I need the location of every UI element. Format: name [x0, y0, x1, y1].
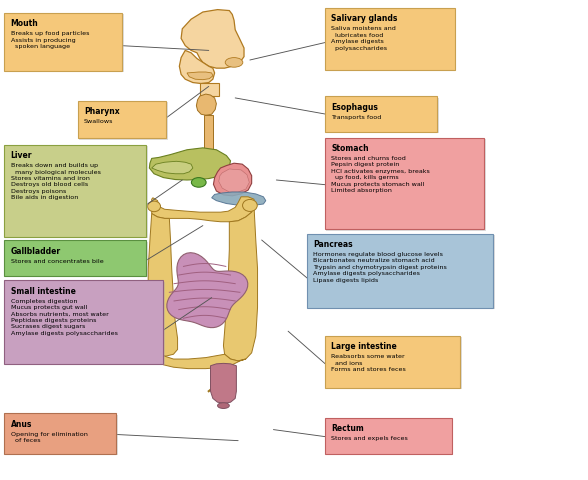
- FancyBboxPatch shape: [325, 8, 455, 70]
- FancyBboxPatch shape: [326, 139, 486, 231]
- FancyBboxPatch shape: [4, 145, 146, 237]
- Polygon shape: [181, 10, 244, 68]
- Text: Hormones regulate blood glucose levels
Bicarbonates neutralize stomach acid
Tryp: Hormones regulate blood glucose levels B…: [313, 252, 447, 283]
- FancyBboxPatch shape: [79, 102, 168, 140]
- Polygon shape: [154, 350, 246, 369]
- FancyBboxPatch shape: [6, 282, 165, 365]
- Text: Pancreas: Pancreas: [313, 240, 353, 249]
- Polygon shape: [149, 148, 230, 180]
- Ellipse shape: [225, 58, 243, 67]
- Text: Salivary glands: Salivary glands: [331, 14, 397, 24]
- FancyBboxPatch shape: [325, 96, 437, 132]
- Text: Gallbladder: Gallbladder: [11, 247, 61, 256]
- Polygon shape: [219, 169, 249, 192]
- FancyBboxPatch shape: [307, 234, 493, 308]
- Text: Swallows: Swallows: [84, 119, 113, 124]
- Text: Saliva moistens and
  lubricates food
Amylase digests
  polysaccharides: Saliva moistens and lubricates food Amyl…: [331, 26, 396, 50]
- FancyBboxPatch shape: [309, 235, 495, 309]
- Text: Breaks down and builds up
  many biological molecules
Stores vitamins and iron
D: Breaks down and builds up many biologica…: [11, 163, 101, 200]
- Text: Rectum: Rectum: [331, 424, 364, 433]
- Polygon shape: [204, 115, 213, 173]
- Text: Large intestine: Large intestine: [331, 342, 397, 351]
- FancyBboxPatch shape: [4, 13, 122, 71]
- Text: Small intestine: Small intestine: [11, 287, 75, 296]
- Polygon shape: [179, 50, 215, 84]
- Text: Esophagus: Esophagus: [331, 103, 378, 112]
- Ellipse shape: [148, 201, 161, 212]
- Text: Breaks up food particles
Assists in producing
  spoken language: Breaks up food particles Assists in prod…: [11, 31, 89, 49]
- Text: Stomach: Stomach: [331, 144, 369, 153]
- Text: Opening for elimination
  of feces: Opening for elimination of feces: [11, 432, 88, 443]
- Ellipse shape: [218, 403, 229, 408]
- Ellipse shape: [242, 200, 258, 211]
- Text: Reabsorbs some water
  and ions
Forms and stores feces: Reabsorbs some water and ions Forms and …: [331, 354, 406, 372]
- Text: Mouth: Mouth: [11, 19, 38, 28]
- FancyBboxPatch shape: [325, 138, 484, 229]
- FancyBboxPatch shape: [6, 146, 148, 238]
- Polygon shape: [152, 161, 193, 174]
- FancyBboxPatch shape: [326, 420, 453, 455]
- Polygon shape: [223, 206, 258, 361]
- FancyBboxPatch shape: [325, 336, 460, 388]
- Polygon shape: [196, 94, 216, 115]
- FancyBboxPatch shape: [326, 10, 456, 71]
- Text: Stores and concentrates bile: Stores and concentrates bile: [11, 259, 103, 264]
- Text: Anus: Anus: [11, 420, 32, 429]
- Polygon shape: [213, 163, 223, 178]
- Text: Stores and expels feces: Stores and expels feces: [331, 436, 408, 441]
- FancyBboxPatch shape: [326, 98, 439, 133]
- Text: Liver: Liver: [11, 151, 32, 160]
- Polygon shape: [152, 197, 254, 222]
- FancyBboxPatch shape: [326, 337, 462, 389]
- FancyBboxPatch shape: [78, 101, 166, 138]
- Text: Completes digestion
Mucus protects gut wall
Absorbs nutrients, most water
Peptid: Completes digestion Mucus protects gut w…: [11, 299, 118, 336]
- Text: Stores and churns food
Pepsin digest protein
HCl activates enzymes, breaks
  up : Stores and churns food Pepsin digest pro…: [331, 156, 430, 193]
- FancyBboxPatch shape: [4, 413, 116, 454]
- FancyBboxPatch shape: [6, 14, 124, 72]
- FancyBboxPatch shape: [4, 280, 163, 364]
- Polygon shape: [212, 192, 266, 205]
- FancyBboxPatch shape: [4, 240, 146, 276]
- Polygon shape: [211, 363, 236, 403]
- Text: Transports food: Transports food: [331, 115, 382, 120]
- Polygon shape: [213, 163, 252, 196]
- FancyBboxPatch shape: [325, 418, 452, 454]
- Ellipse shape: [192, 178, 206, 187]
- Polygon shape: [148, 214, 178, 356]
- Polygon shape: [187, 72, 213, 80]
- Text: Pharynx: Pharynx: [84, 107, 120, 116]
- Polygon shape: [200, 83, 219, 96]
- FancyBboxPatch shape: [6, 415, 118, 455]
- Polygon shape: [167, 252, 248, 328]
- FancyBboxPatch shape: [6, 242, 148, 277]
